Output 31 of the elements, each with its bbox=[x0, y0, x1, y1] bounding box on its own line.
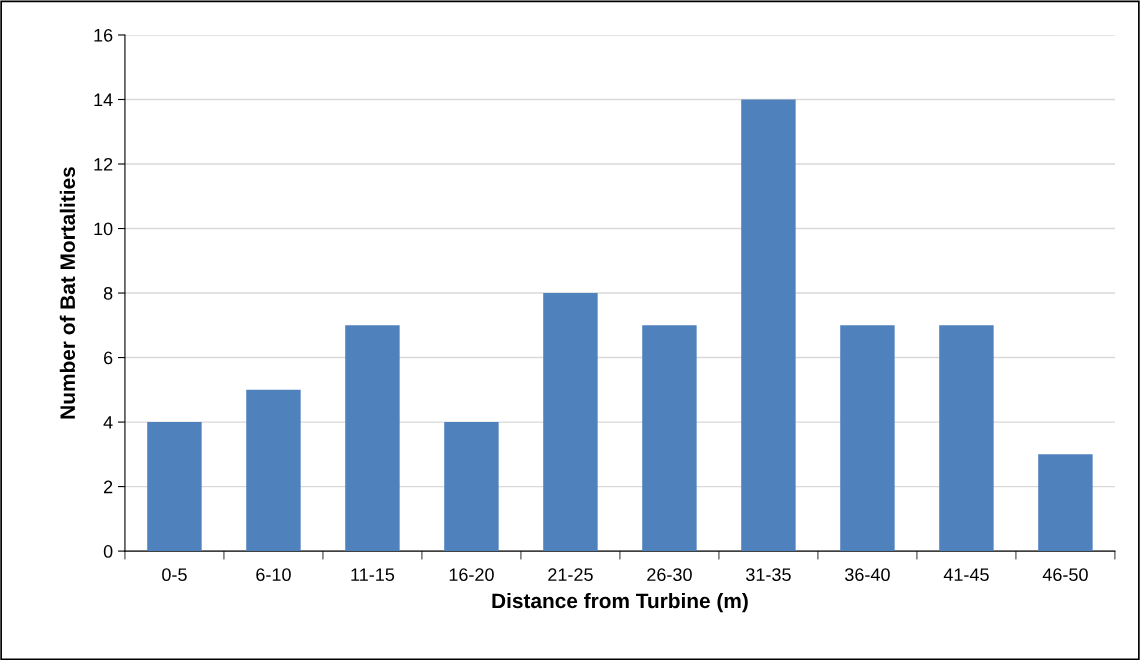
x-tick-label: 11-15 bbox=[351, 568, 395, 582]
y-tick-label: 8 bbox=[103, 286, 113, 300]
x-tick-label: 36-40 bbox=[845, 568, 890, 582]
x-tick-label: 41-45 bbox=[943, 568, 989, 582]
bar bbox=[642, 325, 697, 552]
bar bbox=[741, 99, 796, 552]
y-tick-label: 10 bbox=[94, 222, 113, 236]
y-tick-label: 6 bbox=[104, 351, 113, 365]
y-tick-label: 14 bbox=[94, 93, 113, 107]
y-tick-label: 2 bbox=[104, 480, 113, 494]
bar bbox=[246, 389, 301, 552]
x-axis-title: Distance from Turbine (m) bbox=[492, 592, 748, 613]
x-tick-label: 0-5 bbox=[162, 568, 187, 582]
y-tick-label: 0 bbox=[103, 545, 113, 558]
bar bbox=[543, 293, 598, 552]
bar bbox=[147, 422, 202, 552]
x-tick-label: 31-35 bbox=[746, 568, 791, 582]
bar bbox=[1038, 454, 1093, 552]
y-axis-title: Number of Bat Mortalities bbox=[59, 167, 76, 419]
y-tick-label: 4 bbox=[103, 416, 113, 429]
y-tick-label: 16 bbox=[94, 28, 113, 42]
bar bbox=[345, 325, 400, 552]
bar bbox=[444, 422, 499, 552]
x-tick-label: 46-50 bbox=[1042, 568, 1088, 582]
x-tick-label: 16-20 bbox=[449, 568, 494, 582]
bar bbox=[939, 325, 994, 552]
x-tick-label: 26-30 bbox=[647, 568, 692, 582]
x-tick-label: 21-25 bbox=[548, 568, 593, 582]
bar bbox=[840, 325, 895, 552]
y-tick-label: 12 bbox=[94, 157, 113, 171]
x-tick-label: 6-10 bbox=[256, 568, 291, 582]
